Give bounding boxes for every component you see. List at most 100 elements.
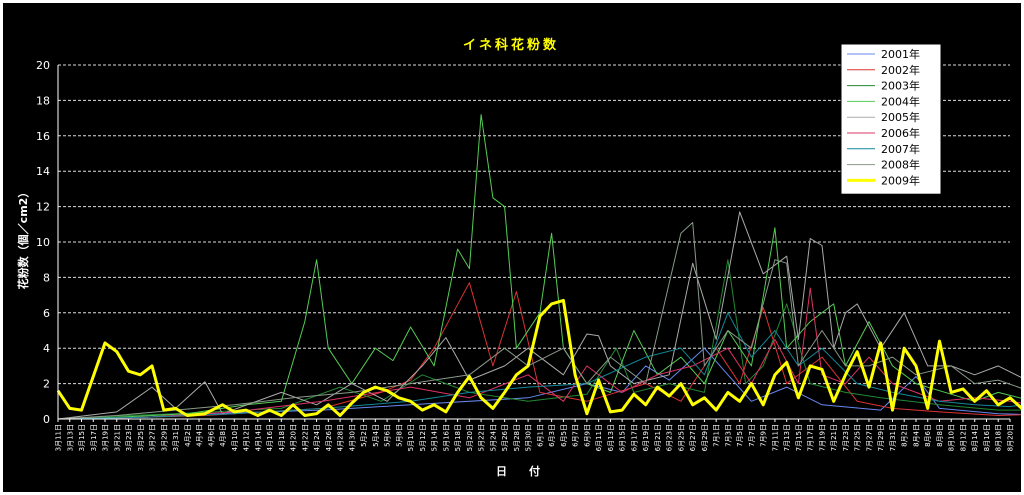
x-tick-label: 8月6日 <box>924 424 932 447</box>
y-tick-label: 12 <box>36 201 50 214</box>
x-axis-label: 日 付 <box>496 464 540 478</box>
series-line-4 <box>57 114 1021 420</box>
x-tick-labels: 3月11日 3月13日 3月15日 3月17日 3月19日 3月21日 3月23日 3月25日… <box>55 419 1015 451</box>
axes <box>57 65 1010 420</box>
x-tick-label: 6月5日 <box>560 424 568 447</box>
x-tick-label: 5月20日 <box>466 424 474 451</box>
series-line-6 <box>57 287 1021 420</box>
legend-entry: 2001年 <box>881 47 920 61</box>
series-line-5 <box>57 211 1021 420</box>
x-tick-label: 3月25日 <box>137 424 145 451</box>
x-tick-label: 6月15日 <box>619 424 627 451</box>
x-tick-label: 8月2日 <box>901 424 909 447</box>
x-tick-label: 7月17日 <box>807 424 815 451</box>
x-tick-label: 3月13日 <box>66 424 74 451</box>
x-tick-label: 8月12日 <box>959 424 967 451</box>
x-tick-label: 8月10日 <box>948 424 956 451</box>
x-tick-label: 5月18日 <box>454 424 462 451</box>
x-tick-label: 4月2日 <box>184 424 192 447</box>
x-tick-label: 6月25日 <box>677 424 685 451</box>
x-tick-label: 4月16日 <box>266 424 274 451</box>
x-tick-label: 7月19日 <box>818 424 826 451</box>
x-tick-label: 5月10日 <box>407 424 415 451</box>
x-tick-label: 6月3日 <box>548 424 556 447</box>
x-tick-label: 5月6日 <box>384 424 392 447</box>
x-tick-label: 5月4日 <box>372 424 380 447</box>
x-tick-label: 5月2日 <box>360 424 368 447</box>
x-tick-label: 4月14日 <box>254 424 262 451</box>
series-line-9 <box>56 298 1021 417</box>
legend-entry: 2004年 <box>881 94 920 108</box>
x-tick-label: 7月3日 <box>724 424 732 447</box>
x-tick-label: 8月4日 <box>912 424 920 447</box>
x-tick-label: 7月31日 <box>889 424 897 451</box>
pollen-line-chart: イネ科花粉数 0 2 4 6 8 10 12 14 16 18 20 3月11日 3月13日 3月15日… <box>16 37 1021 478</box>
x-tick-label: 6月7日 <box>572 424 580 447</box>
x-tick-label: 6月9日 <box>583 424 591 447</box>
y-tick-label: 4 <box>43 342 50 355</box>
x-tick-label: 7月27日 <box>865 424 873 451</box>
x-tick-label: 6月21日 <box>654 424 662 451</box>
y-tick-label: 20 <box>36 59 50 72</box>
x-tick-label: 4月20日 <box>290 424 298 451</box>
x-tick-label: 4月26日 <box>325 424 333 451</box>
legend-entry: 2008年 <box>881 158 920 172</box>
chart-frame: イネ科花粉数 0 2 4 6 8 10 12 14 16 18 20 3月11日 3月13日 3月15日… <box>3 3 1021 492</box>
x-tick-label: 3月21日 <box>113 424 121 451</box>
y-tick-label: 2 <box>43 378 50 391</box>
y-axis-label: 花粉数（個／cm2） <box>16 187 30 290</box>
x-tick-label: 3月11日 <box>55 424 63 451</box>
x-tick-label: 8月8日 <box>936 424 944 447</box>
x-tick-label: 6月17日 <box>630 424 638 451</box>
x-tick-label: 5月24日 <box>489 424 497 451</box>
x-tick-label: 4月4日 <box>196 424 204 447</box>
x-tick-label: 4月24日 <box>313 424 321 451</box>
legend-box <box>840 43 942 195</box>
x-tick-label: 6月11日 <box>595 424 603 451</box>
y-tick-label: 14 <box>36 165 50 178</box>
x-tick-label: 5月16日 <box>442 424 450 451</box>
series-line-3 <box>57 259 1021 420</box>
x-tick-label: 8月18日 <box>995 424 1003 451</box>
legend-entry: 2009年 <box>881 173 920 187</box>
series-line-7 <box>57 312 1021 420</box>
x-tick-label: 5月26日 <box>501 424 509 451</box>
x-tick-label: 3月17日 <box>90 424 98 451</box>
x-tick-label: 6月29日 <box>701 424 709 451</box>
x-tick-label: 4月22日 <box>301 424 309 451</box>
x-tick-label: 7月9日 <box>760 424 768 447</box>
x-tick-label: 6月23日 <box>666 424 674 451</box>
x-tick-label: 7月29日 <box>877 424 885 451</box>
x-tick-label: 7月21日 <box>830 424 838 451</box>
x-tick-label: 3月29日 <box>160 424 168 451</box>
x-tick-label: 6月13日 <box>607 424 615 451</box>
y-tick-label: 8 <box>43 271 50 284</box>
x-tick-label: 5月12日 <box>419 424 427 451</box>
legend-entry: 2006年 <box>881 126 920 140</box>
x-tick-label: 7月25日 <box>854 424 862 451</box>
y-tick-label: 6 <box>43 307 50 320</box>
x-tick-label: 6月1日 <box>536 424 544 447</box>
x-tick-label: 3月15日 <box>78 424 86 451</box>
x-tick-label: 4月18日 <box>278 424 286 451</box>
x-tick-label: 8月16日 <box>983 424 991 451</box>
legend-entry: 2005年 <box>881 110 920 124</box>
x-tick-label: 4月12日 <box>243 424 251 451</box>
series-lines <box>56 114 1021 420</box>
y-tick-label: 18 <box>36 94 50 107</box>
x-tick-label: 5月22日 <box>478 424 486 451</box>
series-line-1 <box>57 347 1021 420</box>
x-tick-label: 3月27日 <box>149 424 157 451</box>
x-tick-label: 5月30日 <box>525 424 533 451</box>
legend-entry: 2003年 <box>881 79 920 93</box>
x-tick-label: 4月10日 <box>231 424 239 451</box>
x-tick-label: 7月1日 <box>713 424 721 447</box>
x-tick-label: 7月13日 <box>783 424 791 451</box>
x-tick-label: 3月31日 <box>172 424 180 451</box>
x-tick-label: 6月19日 <box>642 424 650 451</box>
y-tick-label: 16 <box>36 130 50 143</box>
x-tick-label: 3月23日 <box>125 424 133 451</box>
x-tick-label: 5月14日 <box>431 424 439 451</box>
legend-entry: 2007年 <box>881 142 920 156</box>
x-tick-label: 3月19日 <box>102 424 110 451</box>
